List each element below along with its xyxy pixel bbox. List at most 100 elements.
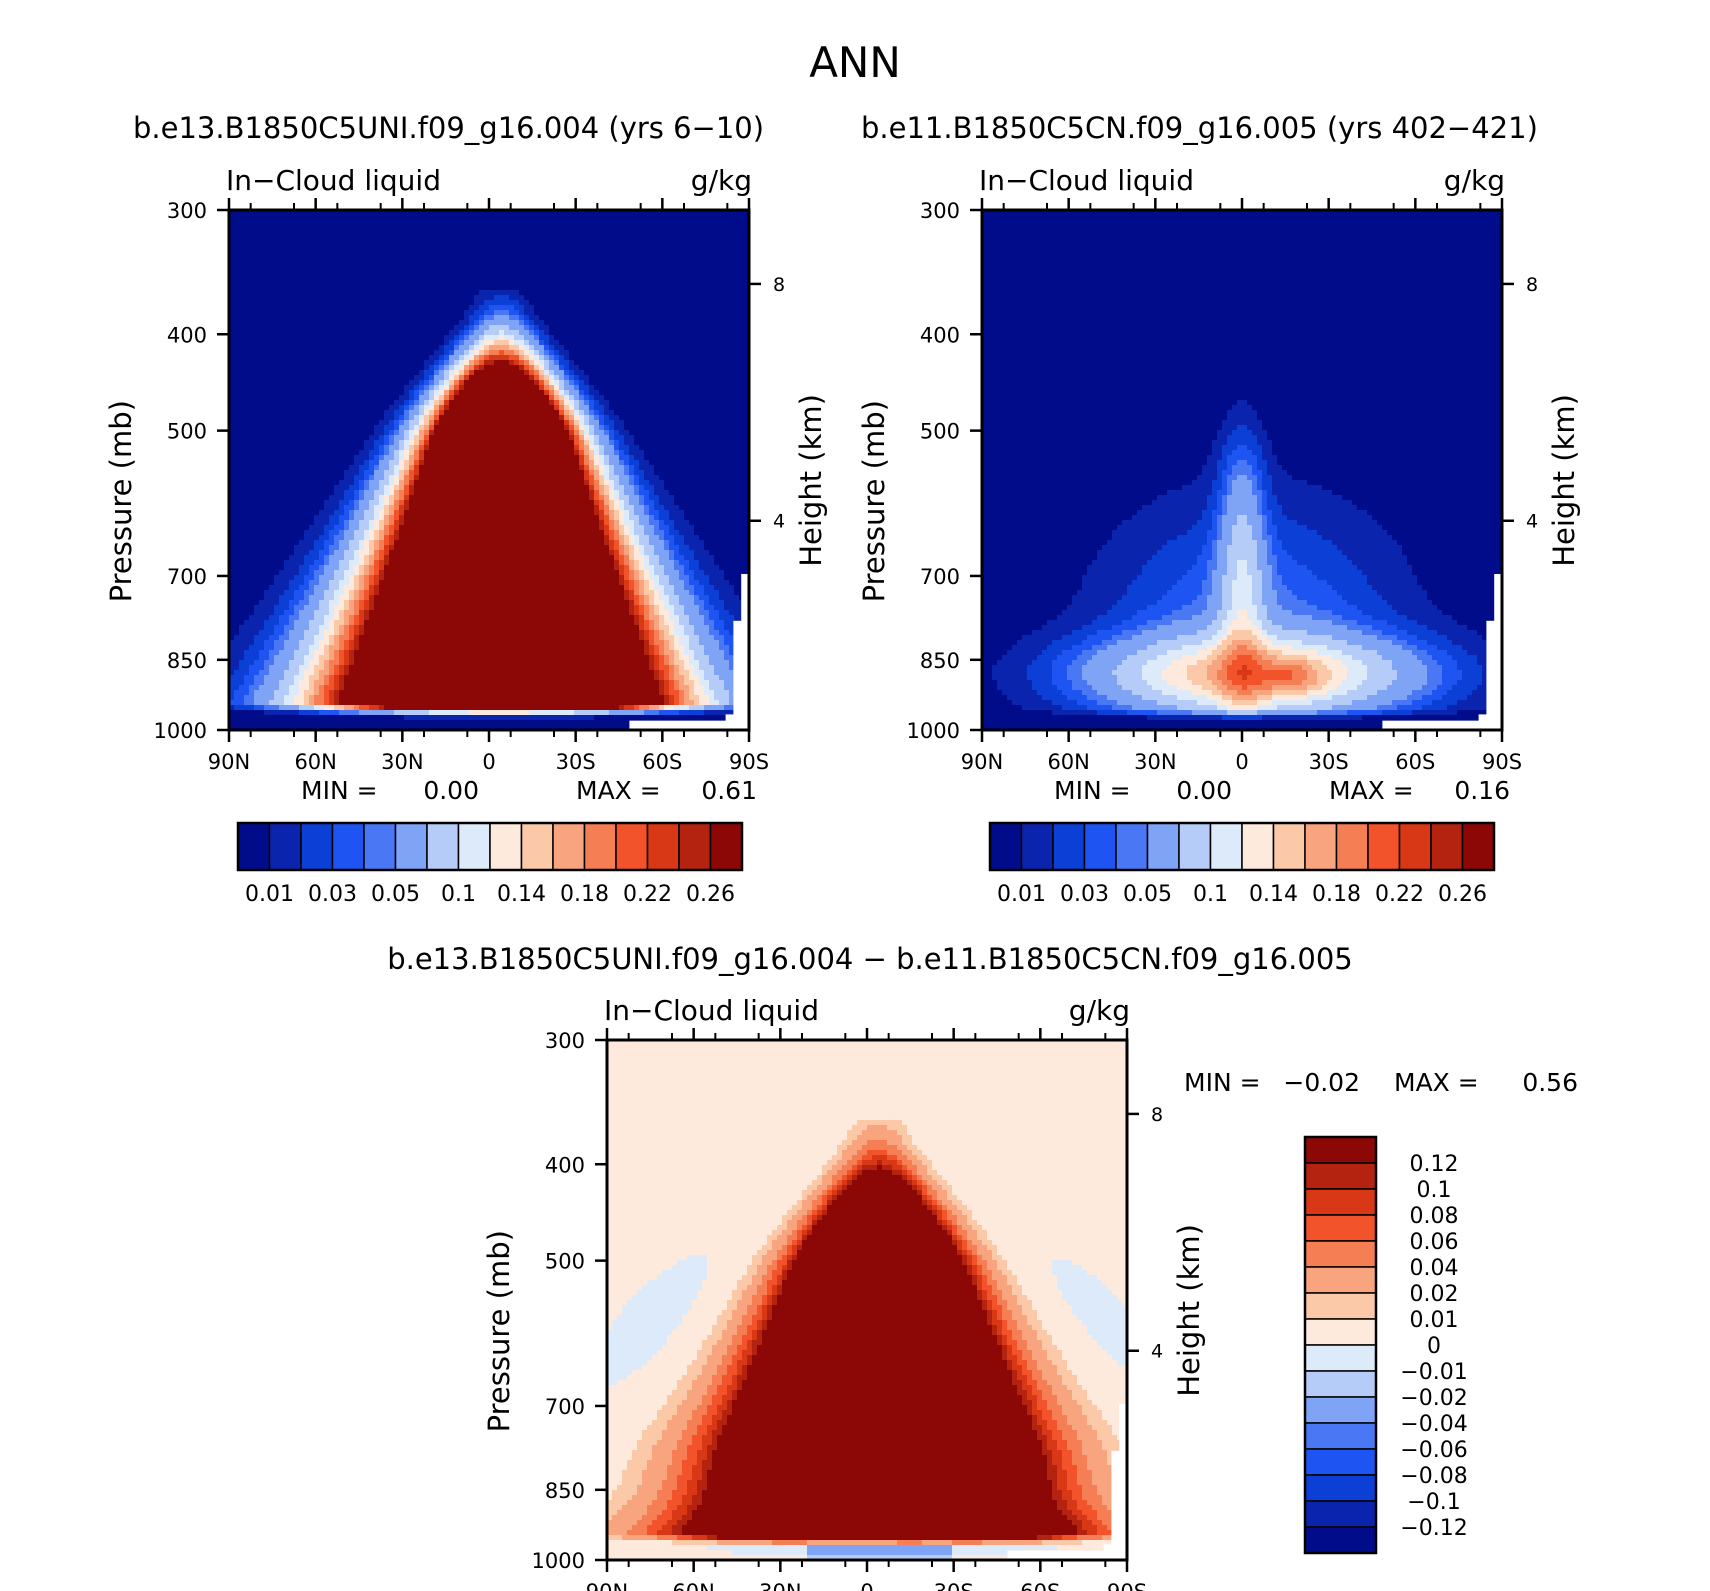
- heatmap-cell: [549, 280, 555, 286]
- heatmap-cell: [679, 270, 685, 276]
- heatmap-cell: [689, 300, 695, 306]
- heatmap-cell: [724, 240, 730, 246]
- heatmap-cell: [579, 280, 585, 286]
- heatmap-cell: [274, 400, 280, 406]
- heatmap-cell: [684, 345, 690, 351]
- heatmap-cell: [254, 360, 260, 366]
- heatmap-cell: [274, 285, 280, 291]
- heatmap-cell: [394, 335, 400, 341]
- heatmap-cell: [429, 230, 435, 236]
- heatmap-cell: [529, 295, 535, 301]
- heatmap-cell: [244, 335, 250, 341]
- heatmap-cell: [624, 220, 630, 226]
- heatmap-cell: [474, 285, 480, 291]
- heatmap-cell: [474, 265, 480, 271]
- heatmap-cell: [259, 380, 265, 386]
- heatmap-cell: [544, 390, 550, 396]
- heatmap-cell: [494, 355, 500, 361]
- heatmap-cell: [509, 315, 515, 321]
- heatmap-cell: [614, 360, 620, 366]
- heatmap-cell: [394, 305, 400, 311]
- heatmap-cell: [289, 215, 295, 221]
- heatmap-cell: [444, 295, 450, 301]
- heatmap-cell: [639, 255, 645, 261]
- heatmap-cell: [644, 305, 650, 311]
- heatmap-cell: [394, 260, 400, 266]
- heatmap-cell: [734, 285, 740, 291]
- heatmap-cell: [324, 285, 330, 291]
- heatmap-cell: [569, 255, 575, 261]
- heatmap-cell: [289, 225, 295, 231]
- heatmap-cell: [314, 315, 320, 321]
- heatmap-cell: [239, 235, 245, 241]
- heatmap-cell: [319, 250, 325, 256]
- heatmap-cell: [344, 330, 350, 336]
- heatmap-cell: [344, 225, 350, 231]
- heatmap-cell: [264, 320, 270, 326]
- heatmap-cell: [509, 310, 515, 316]
- heatmap-cell: [729, 230, 735, 236]
- heatmap-cell: [404, 350, 410, 356]
- heatmap-cell: [404, 245, 410, 251]
- heatmap-cell: [539, 235, 545, 241]
- heatmap-cell: [469, 380, 475, 386]
- heatmap-cell: [739, 375, 745, 381]
- heatmap-cell: [614, 300, 620, 306]
- heatmap-cell: [614, 270, 620, 276]
- heatmap-cell: [554, 225, 560, 231]
- heatmap-cell: [664, 295, 670, 301]
- heatmap-cell: [314, 310, 320, 316]
- heatmap-cell: [549, 395, 555, 401]
- heatmap-cell: [249, 345, 255, 351]
- heatmap-cell: [614, 340, 620, 346]
- heatmap-cell: [634, 305, 640, 311]
- heatmap-cell: [329, 250, 335, 256]
- heatmap-cell: [714, 260, 720, 266]
- heatmap-cell: [529, 280, 535, 286]
- heatmap-cell: [459, 365, 465, 371]
- heatmap-cell: [724, 250, 730, 256]
- heatmap-cell: [659, 315, 665, 321]
- heatmap-cell: [609, 260, 615, 266]
- heatmap-cell: [314, 270, 320, 276]
- heatmap-cell: [614, 280, 620, 286]
- heatmap-cell: [539, 375, 545, 381]
- heatmap-cell: [339, 315, 345, 321]
- heatmap-cell: [274, 365, 280, 371]
- heatmap-cell: [734, 235, 740, 241]
- heatmap-cell: [259, 290, 265, 296]
- heatmap-cell: [474, 380, 480, 386]
- heatmap-cell: [489, 320, 495, 326]
- heatmap-cell: [379, 390, 385, 396]
- heatmap-cell: [689, 370, 695, 376]
- heatmap-cell: [704, 340, 710, 346]
- heatmap-cell: [584, 265, 590, 271]
- heatmap-cell: [644, 290, 650, 296]
- heatmap-cell: [564, 370, 570, 376]
- heatmap-cell: [414, 225, 420, 231]
- heatmap-cell: [594, 255, 600, 261]
- heatmap-cell: [724, 365, 730, 371]
- heatmap-cell: [279, 325, 285, 331]
- heatmap-cell: [234, 280, 240, 286]
- heatmap-cell: [504, 325, 510, 331]
- heatmap-cell: [494, 260, 500, 266]
- heatmap-cell: [329, 320, 335, 326]
- heatmap-cell: [239, 325, 245, 331]
- heatmap-cell: [424, 380, 430, 386]
- heatmap-cell: [594, 395, 600, 401]
- heatmap-cell: [334, 310, 340, 316]
- heatmap-cell: [354, 330, 360, 336]
- heatmap-cell: [639, 370, 645, 376]
- heatmap-cell: [499, 230, 505, 236]
- heatmap-cell: [404, 295, 410, 301]
- heatmap-cell: [624, 280, 630, 286]
- heatmap-cell: [329, 305, 335, 311]
- heatmap-cell: [499, 325, 505, 331]
- heatmap-cell: [244, 310, 250, 316]
- heatmap-cell: [324, 390, 330, 396]
- heatmap-cell: [359, 240, 365, 246]
- heatmap-cell: [349, 285, 355, 291]
- heatmap-cell: [234, 395, 240, 401]
- heatmap-cell: [389, 290, 395, 296]
